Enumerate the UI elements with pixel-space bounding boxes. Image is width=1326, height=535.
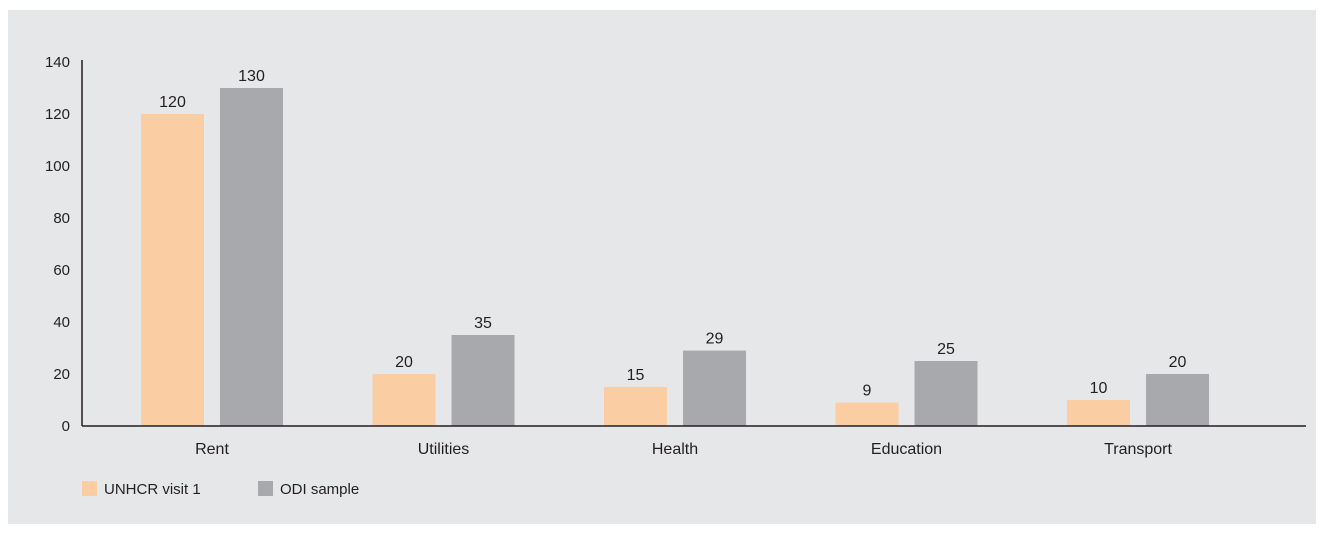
x-category-label: Transport	[1104, 441, 1172, 458]
x-axis: Rent Utilities Health Education Transport	[82, 425, 1306, 458]
y-axis: 0 20 40 60 80 100 120 140	[45, 54, 83, 435]
bar	[372, 374, 436, 426]
data-label: 9	[863, 383, 872, 400]
bar	[604, 387, 667, 426]
y-tick-label: 100	[45, 158, 70, 175]
y-tick-label: 0	[62, 418, 70, 435]
y-tick-label: 60	[53, 262, 70, 279]
data-label: 35	[474, 315, 492, 332]
x-category-label: Education	[871, 441, 942, 458]
legend-label: ODI sample	[280, 481, 359, 498]
x-category-label: Health	[652, 441, 698, 458]
bar	[1067, 400, 1130, 426]
chart-panel: 0 20 40 60 80 100 120 140 120 130 20 35 15 29 9 25 10 20…	[8, 10, 1316, 524]
legend: UNHCR visit 1 ODI sample	[82, 481, 359, 498]
y-tick-label: 140	[45, 54, 70, 71]
bars: 120 130 20 35 15 29 9 25 10 20	[141, 68, 1209, 426]
bar	[220, 88, 283, 426]
data-label: 15	[627, 367, 645, 384]
y-tick-label: 80	[53, 210, 70, 227]
bar	[141, 114, 204, 426]
data-label: 130	[238, 68, 265, 85]
x-category-label: Utilities	[418, 441, 470, 458]
y-tick-label: 120	[45, 106, 70, 123]
bar-chart: 0 20 40 60 80 100 120 140 120 130 20 35 15 29 9 25 10 20…	[45, 54, 1306, 498]
data-label: 10	[1090, 380, 1108, 397]
y-tick-label: 20	[53, 366, 70, 383]
bar	[835, 402, 899, 426]
legend-swatch	[258, 481, 273, 496]
data-label: 20	[1169, 354, 1187, 371]
bar	[914, 361, 978, 426]
legend-label: UNHCR visit 1	[104, 481, 201, 498]
y-tick-label: 40	[53, 314, 70, 331]
bar	[451, 335, 515, 426]
data-label: 120	[159, 94, 186, 111]
data-label: 20	[395, 354, 413, 371]
bar	[1146, 374, 1209, 426]
bar	[683, 350, 746, 426]
legend-swatch	[82, 481, 97, 496]
x-category-label: Rent	[195, 441, 229, 458]
data-label: 25	[937, 341, 955, 358]
data-label: 29	[706, 331, 724, 348]
